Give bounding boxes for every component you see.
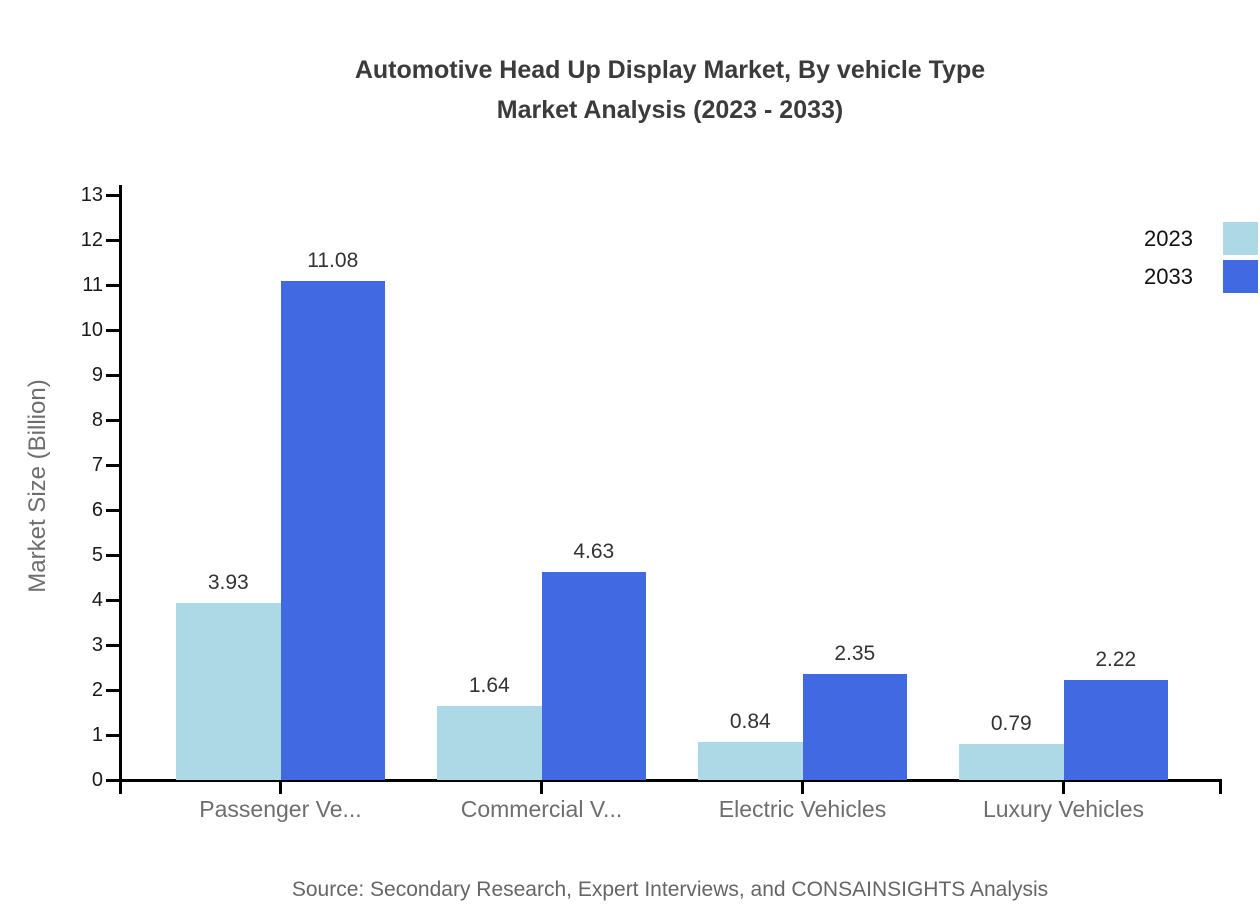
x-axis-end-tick (1219, 779, 1222, 794)
y-axis-tick (106, 328, 120, 332)
y-axis-tick (106, 688, 120, 692)
category-label: Luxury Vehicles (982, 796, 1145, 822)
y-axis-tick-label: 13 (80, 184, 103, 206)
bar-2033-3 (802, 674, 907, 780)
y-axis-title: Market Size (Billion) (24, 379, 51, 593)
legend-swatch-2033 (1223, 260, 1258, 293)
y-axis-tick-label: 12 (80, 229, 103, 251)
bar-value-label: 0.79 (990, 712, 1032, 736)
y-axis-tick (106, 463, 120, 467)
source-attribution: Source: Secondary Research, Expert Inter… (291, 878, 1049, 901)
y-axis-tick (106, 193, 120, 197)
y-axis-tick (106, 238, 120, 242)
y-axis-tick (106, 643, 120, 647)
y-axis-tick (106, 553, 120, 557)
y-axis-tick-label: 8 (91, 409, 103, 431)
x-axis-tick (540, 779, 543, 794)
x-axis-tick (1062, 779, 1065, 794)
bar-2033-4 (1063, 680, 1168, 780)
y-axis-tick (106, 508, 120, 512)
bar-2023-2 (437, 706, 542, 780)
chart-title-line-2: Market Analysis (2023 - 2033) (496, 96, 844, 124)
x-axis-tick (279, 779, 282, 794)
category-label: Commercial V... (460, 796, 623, 822)
bar-2033-1 (280, 281, 385, 780)
bar-2023-4 (959, 744, 1064, 780)
y-axis-tick-label: 0 (91, 769, 103, 791)
y-axis-tick-label: 7 (91, 454, 103, 476)
bar-value-label: 11.08 (307, 249, 359, 273)
y-axis-tick-label: 3 (91, 634, 103, 656)
y-axis-line (119, 185, 122, 794)
y-axis-tick-label: 2 (91, 679, 103, 701)
bar-value-label: 3.93 (207, 571, 249, 595)
legend-label-2023: 2023 (1144, 226, 1193, 251)
y-axis-tick-label: 5 (91, 544, 103, 566)
bar-value-label: 2.35 (834, 642, 876, 666)
bar-2023-1 (176, 603, 281, 780)
y-axis-tick (106, 373, 120, 377)
y-axis-tick-label: 6 (91, 499, 103, 521)
bar-value-label: 4.63 (573, 539, 615, 563)
category-label: Electric Vehicles (718, 796, 887, 822)
y-axis-tick-label: 9 (91, 364, 103, 386)
y-axis-tick (106, 778, 120, 782)
chart-title: Automotive Head Up Display Market, By ve… (80, 50, 1260, 130)
y-axis-tick (106, 733, 120, 737)
legend-swatch-2023 (1223, 222, 1258, 255)
y-axis-tick (106, 598, 120, 602)
category-label: Passenger Ve... (199, 796, 362, 822)
y-axis-tick-label: 10 (80, 319, 103, 341)
bar-2023-3 (698, 742, 803, 780)
bar-value-label: 1.64 (468, 674, 510, 698)
y-axis-tick-label: 4 (91, 589, 103, 611)
legend-label-2033: 2033 (1144, 264, 1193, 289)
x-axis-tick (801, 779, 804, 794)
bar-value-label: 2.22 (1095, 648, 1137, 672)
y-axis-tick (106, 283, 120, 287)
y-axis-tick-label: 11 (82, 274, 103, 296)
x-axis-line (106, 779, 1222, 782)
y-axis-tick-label: 1 (91, 724, 103, 746)
bar-value-label: 0.84 (729, 710, 771, 734)
bar-2033-2 (541, 571, 646, 780)
y-axis-tick (106, 418, 120, 422)
chart-title-line-1: Automotive Head Up Display Market, By ve… (354, 56, 986, 84)
